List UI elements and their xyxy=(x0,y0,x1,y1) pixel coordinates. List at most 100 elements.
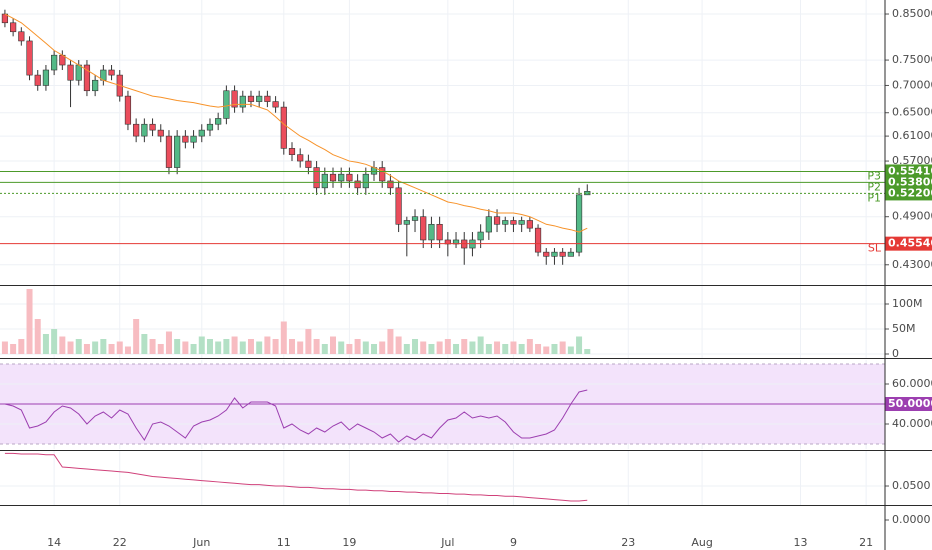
candle-body xyxy=(92,79,99,92)
volume-bar xyxy=(59,336,66,354)
volume-bar xyxy=(280,321,287,354)
candle-body xyxy=(198,129,205,137)
volume-bar xyxy=(362,341,369,354)
volume-bar xyxy=(461,339,468,354)
volume-bar xyxy=(83,344,90,354)
candle-body xyxy=(387,180,394,189)
level-name: P1 xyxy=(867,191,881,204)
level-value: 50.0000 xyxy=(888,397,932,410)
candle-body xyxy=(256,95,263,102)
volume-bar xyxy=(18,339,25,354)
volume-bar xyxy=(485,344,492,354)
level-name: P2 xyxy=(867,180,881,193)
candle-body xyxy=(157,129,164,137)
candle-body xyxy=(362,173,369,189)
volume-bar xyxy=(305,329,312,354)
candle-body xyxy=(182,135,189,143)
candle-body xyxy=(51,54,58,71)
candle-body xyxy=(575,194,583,253)
volume-bar xyxy=(75,339,82,354)
volume-bar xyxy=(428,344,435,354)
volume-bar xyxy=(206,339,213,354)
x-tick-label: 19 xyxy=(342,536,356,549)
candle-body xyxy=(395,187,402,225)
level-value: 0.53800 xyxy=(888,175,932,188)
candle-body xyxy=(559,251,566,257)
level-box xyxy=(885,397,932,411)
x-tick-label: 14 xyxy=(47,536,61,549)
volume-bar xyxy=(198,336,205,354)
volume-bar xyxy=(502,344,509,354)
volume-bar xyxy=(239,341,246,354)
volume-bar xyxy=(116,341,123,354)
volume-bar xyxy=(584,349,591,354)
candle-body xyxy=(321,173,328,189)
candle-body xyxy=(124,95,132,125)
volume-bar xyxy=(412,339,419,354)
volume-bar xyxy=(1,341,8,354)
level-box xyxy=(885,164,932,179)
candle-body xyxy=(108,69,115,76)
volume-bar xyxy=(494,341,501,354)
candle-body xyxy=(346,173,353,182)
candle-body xyxy=(133,123,140,137)
indicator-line xyxy=(4,452,588,502)
volume-bar xyxy=(403,344,410,354)
y-tick-label: 0 xyxy=(892,347,899,360)
candle-body xyxy=(10,22,17,33)
volume-bar xyxy=(26,289,33,354)
volume-bar xyxy=(256,341,263,354)
volume-bar xyxy=(264,336,271,354)
volume-bar xyxy=(526,339,533,354)
candle-body xyxy=(518,220,525,225)
volume-bar xyxy=(313,339,320,354)
volume-bar xyxy=(330,336,337,354)
candle-body xyxy=(34,74,41,86)
volume-bar xyxy=(51,329,58,354)
volume-bar xyxy=(223,339,230,354)
candle-body xyxy=(354,180,361,189)
volume-bar xyxy=(67,341,74,354)
candle-body xyxy=(403,220,410,225)
volume-bar xyxy=(141,334,148,354)
candle-body xyxy=(379,167,386,182)
candle-body xyxy=(18,31,25,42)
volume-bar xyxy=(10,344,17,354)
volume-bar xyxy=(453,344,460,354)
candle-body xyxy=(510,220,517,225)
candle-body xyxy=(526,220,533,229)
candle-body xyxy=(26,40,33,76)
volume-bar xyxy=(371,344,378,354)
volume-bar xyxy=(469,341,476,354)
candle-body xyxy=(485,216,492,233)
volume-bar xyxy=(395,336,402,354)
y-tick-label: 100M xyxy=(892,297,923,310)
candle-body xyxy=(149,123,156,131)
volume-bar xyxy=(247,339,254,354)
volume-bar xyxy=(215,341,222,354)
candle-body xyxy=(305,160,312,168)
indicator-line xyxy=(4,389,588,443)
volume-bar xyxy=(436,341,443,354)
volume-bar xyxy=(444,339,451,354)
level-name: SL xyxy=(868,242,882,255)
x-tick-label: 9 xyxy=(510,536,517,549)
volume-bar xyxy=(34,319,41,354)
volume-bar xyxy=(297,341,304,354)
x-tick-label: 22 xyxy=(113,536,127,549)
level-value: 0.52200 xyxy=(888,186,932,199)
candle-body xyxy=(477,231,484,241)
volume-bar xyxy=(535,344,542,354)
level-value: 0.45540 xyxy=(888,237,932,250)
volume-bar xyxy=(231,336,238,354)
volume-bar xyxy=(157,344,164,354)
candle-body xyxy=(174,135,181,168)
